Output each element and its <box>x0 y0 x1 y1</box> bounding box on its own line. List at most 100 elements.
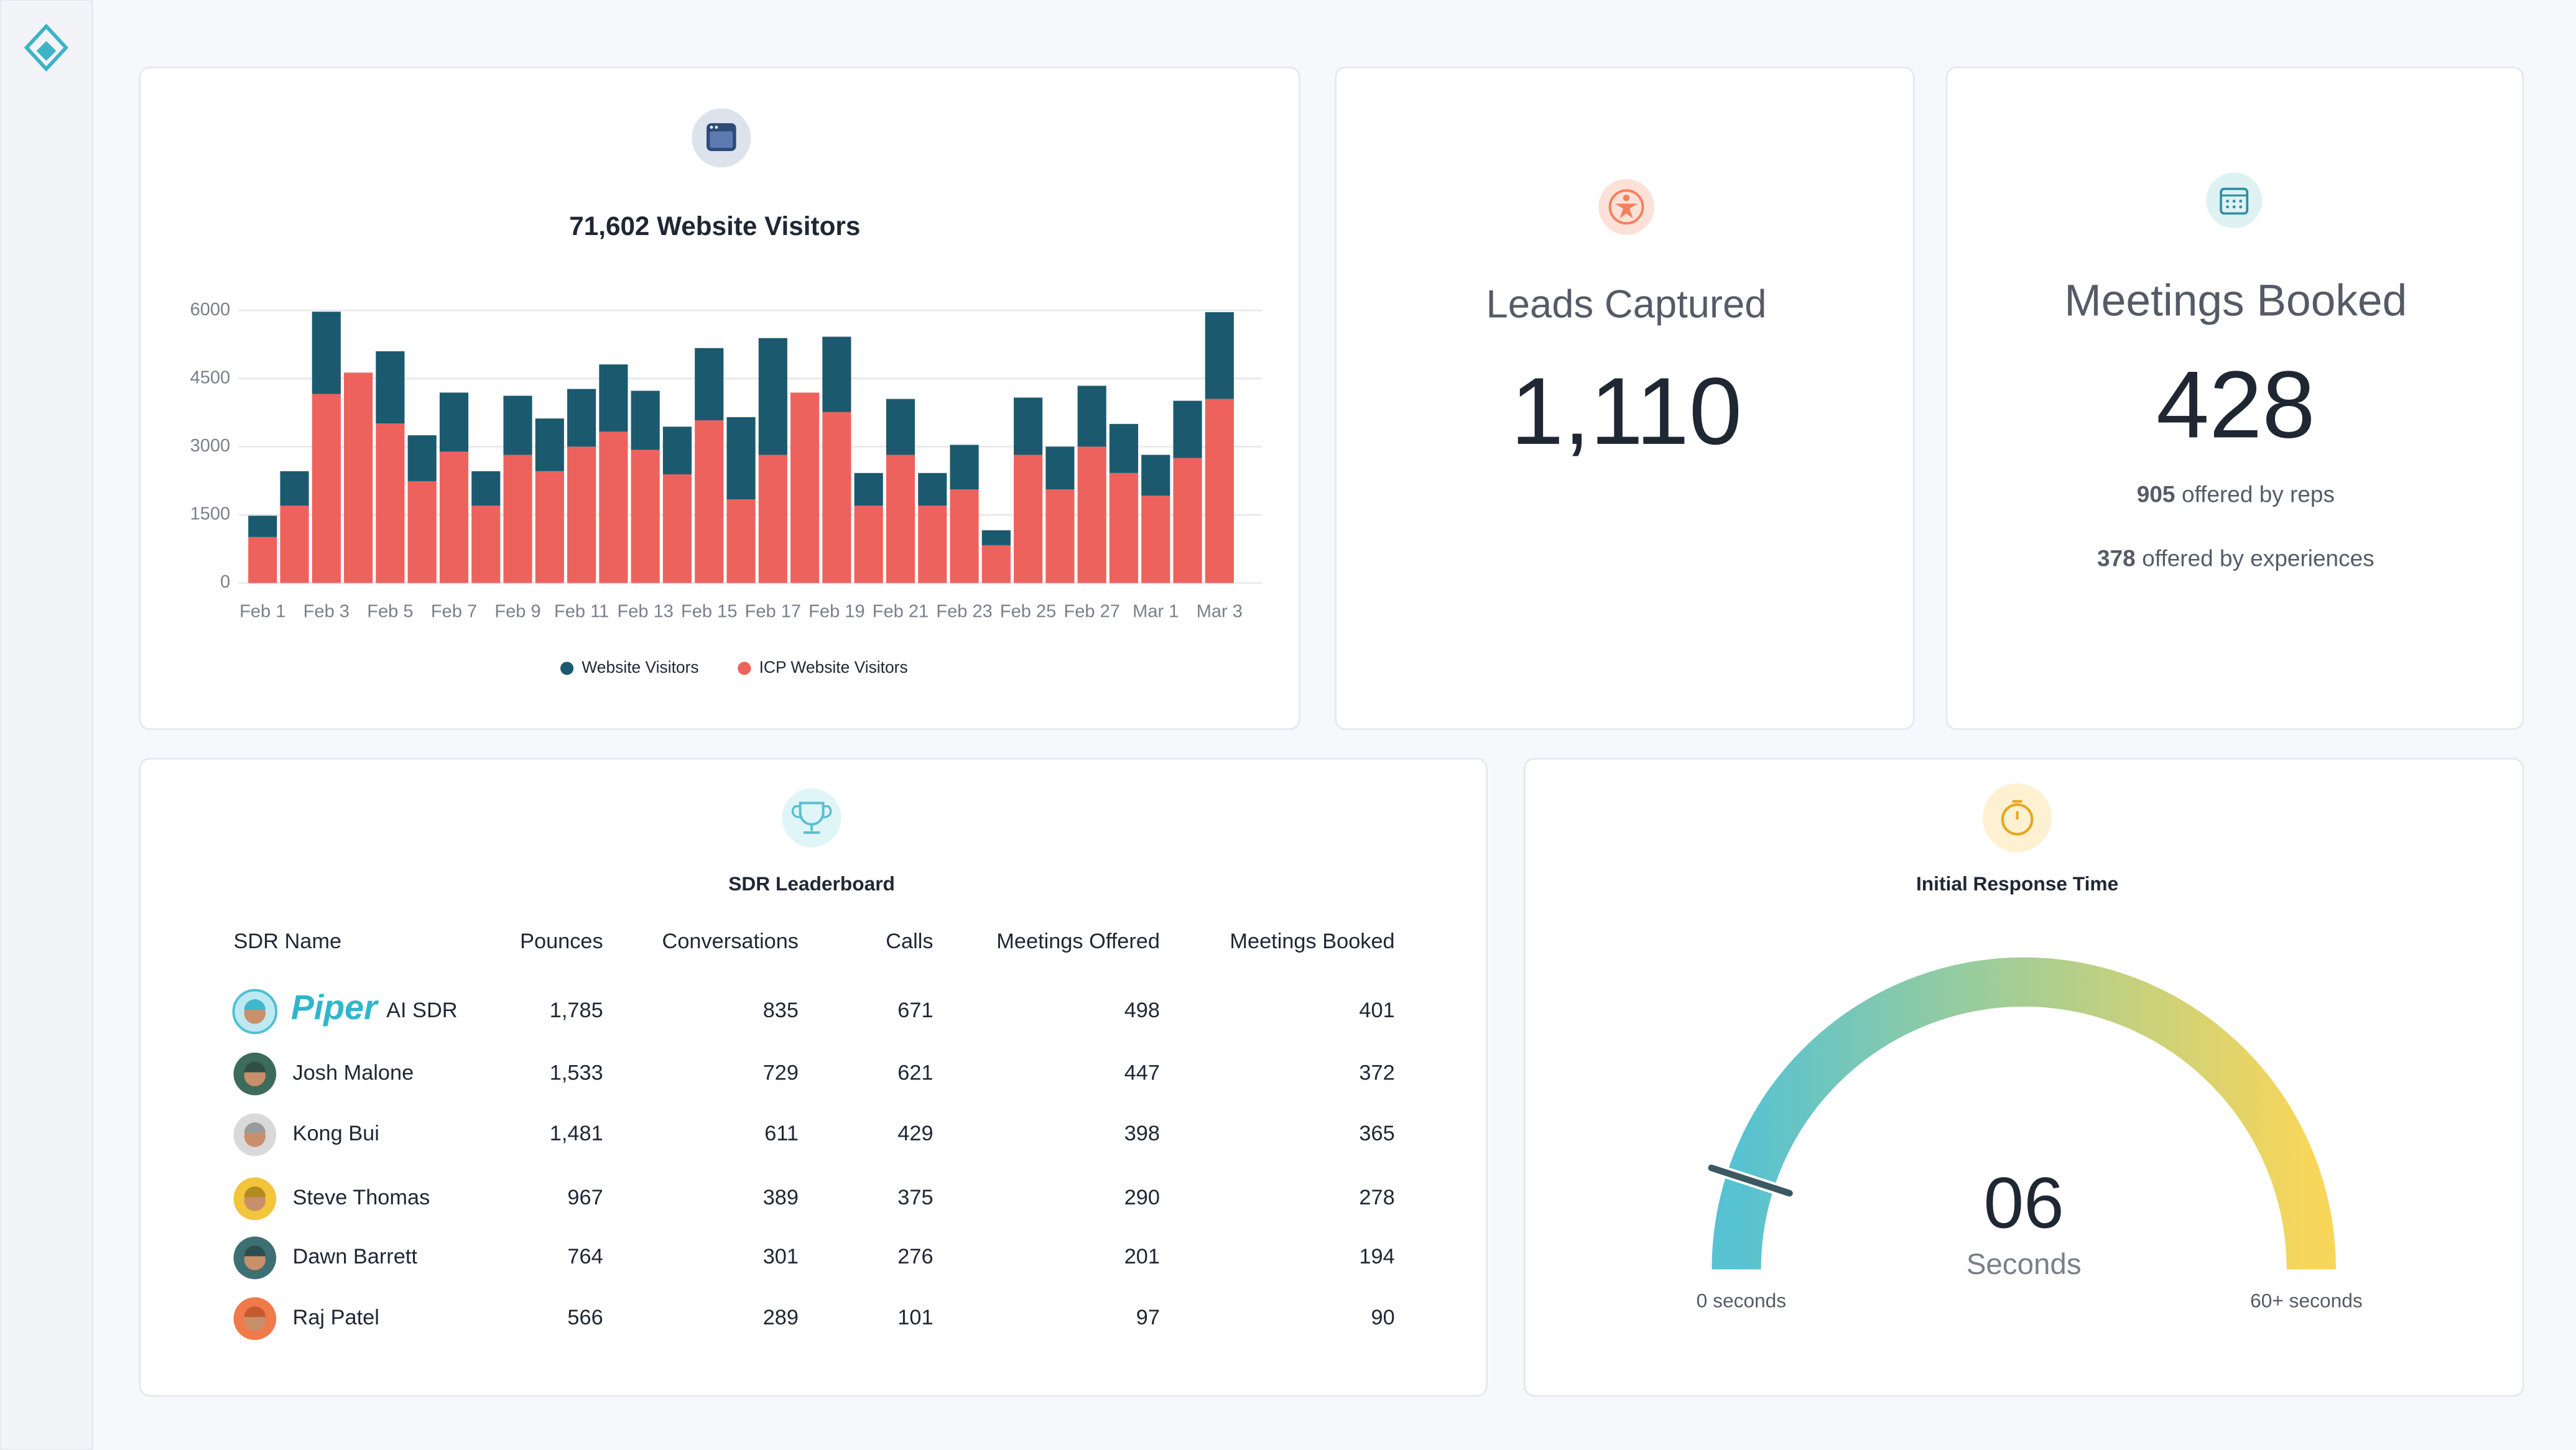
legend-swatch <box>738 662 751 675</box>
table-cell: 389 <box>763 1186 799 1209</box>
bar-segment <box>407 481 437 583</box>
bar-segment <box>726 417 756 500</box>
avatar-hair <box>244 1122 266 1134</box>
bar-segment <box>535 418 564 471</box>
bar-segment <box>981 530 1011 545</box>
column-header: Meetings Offered <box>996 930 1160 953</box>
table-cell: 97 <box>1136 1306 1160 1329</box>
y-tick-label: 6000 <box>190 300 231 320</box>
row-tag: AI SDR <box>386 999 457 1022</box>
brand-name: Piper <box>291 988 379 1027</box>
y-tick-label: 4500 <box>190 367 231 387</box>
bar-segment <box>312 394 341 583</box>
gauge-arc <box>1712 957 2336 1270</box>
x-tick-label: Mar 3 <box>1197 602 1243 622</box>
row-name: Dawn Barrett <box>293 1245 418 1268</box>
column-header: SDR Name <box>233 930 341 953</box>
gauge-value: 06 <box>1984 1162 2064 1243</box>
meetings-value: 428 <box>2156 351 2315 458</box>
avatar-hair <box>244 1061 266 1073</box>
table-cell: 372 <box>1359 1061 1394 1084</box>
table-cell: 611 <box>764 1122 799 1145</box>
chart-title: 71,602 Website Visitors <box>569 211 860 241</box>
bar-segment <box>471 506 501 583</box>
bar-segment <box>1077 386 1106 447</box>
bar-segment <box>790 392 820 583</box>
bar-segment <box>1141 455 1170 496</box>
column-header: Pounces <box>520 930 603 953</box>
bar-segment <box>918 506 947 583</box>
x-tick-label: Feb 7 <box>431 602 477 622</box>
table-cell: 194 <box>1359 1245 1394 1268</box>
response-title: Initial Response Time <box>1916 872 2118 895</box>
detail-text: offered by experiences <box>2142 545 2374 571</box>
avatar-hair <box>244 1186 266 1198</box>
bar-segment <box>886 455 915 583</box>
bar-segment <box>950 489 979 583</box>
table-cell: 447 <box>1124 1061 1160 1084</box>
trophy-icon <box>782 788 841 847</box>
table-cell: 429 <box>897 1122 933 1145</box>
bar-segment <box>1109 423 1139 473</box>
bar-segment <box>471 471 501 506</box>
detail-value: 905 <box>2137 481 2175 507</box>
x-tick-label: Feb 21 <box>873 602 929 622</box>
detail-value: 378 <box>2097 545 2136 571</box>
column-header: Conversations <box>662 930 799 953</box>
column-header: Meetings Booked <box>1230 930 1394 953</box>
bar-segment <box>662 474 692 583</box>
bar-segment <box>535 471 564 583</box>
legend-label: ICP Website Visitors <box>759 658 908 677</box>
bar-segment <box>312 312 341 394</box>
avatar-hair <box>244 1306 266 1318</box>
logo[interactable] <box>24 23 69 72</box>
browser-icon <box>692 108 751 168</box>
bar-segment <box>1141 496 1170 583</box>
bar-segment <box>981 545 1011 583</box>
x-tick-label: Feb 1 <box>239 602 285 622</box>
bar-segment <box>280 506 309 583</box>
row-name: Steve Thomas <box>293 1186 430 1209</box>
table-cell: 90 <box>1371 1306 1394 1329</box>
bar-segment <box>854 506 883 583</box>
table-cell: 498 <box>1124 999 1160 1022</box>
x-tick-label: Feb 15 <box>681 602 737 622</box>
bar-segment <box>695 420 724 583</box>
leads-value: 1,110 <box>1511 358 1742 464</box>
bar-segment <box>1014 397 1043 455</box>
bar-segment <box>1045 489 1075 583</box>
table-cell: 729 <box>763 1061 799 1084</box>
bar-segment <box>503 455 532 583</box>
bar-segment <box>758 455 787 583</box>
bar-segment <box>344 372 373 583</box>
avatar-hair <box>244 999 266 1010</box>
bar-segment <box>248 515 277 537</box>
bar-segment <box>1173 400 1202 458</box>
table-cell: 401 <box>1359 999 1394 1022</box>
row-name: Josh Malone <box>293 1061 414 1084</box>
table-cell: 566 <box>567 1306 603 1329</box>
y-tick-label: 0 <box>220 572 230 592</box>
detail-text: offered by reps <box>2182 481 2335 507</box>
leads-card <box>1335 66 1915 730</box>
table-cell: 621 <box>897 1061 933 1084</box>
bar-segment <box>918 473 947 506</box>
bar-segment <box>1014 455 1043 583</box>
bar-segment <box>280 471 309 506</box>
bar-segment <box>567 389 596 447</box>
table-cell: 278 <box>1359 1186 1394 1209</box>
y-tick-label: 3000 <box>190 436 231 456</box>
bar-segment <box>599 364 628 432</box>
bar-segment <box>599 432 628 583</box>
bar-segment <box>886 399 915 455</box>
x-tick-label: Mar 1 <box>1133 602 1179 622</box>
table-cell: 365 <box>1359 1122 1394 1145</box>
bar-segment <box>1205 312 1234 399</box>
leaderboard-card <box>139 757 1488 1397</box>
table-cell: 201 <box>1124 1245 1160 1268</box>
leads-title: Leads Captured <box>1486 283 1767 326</box>
meetings-detail: 905 offered by reps <box>2137 481 2335 507</box>
table-cell: 398 <box>1124 1122 1160 1145</box>
x-tick-label: Feb 19 <box>808 602 864 622</box>
